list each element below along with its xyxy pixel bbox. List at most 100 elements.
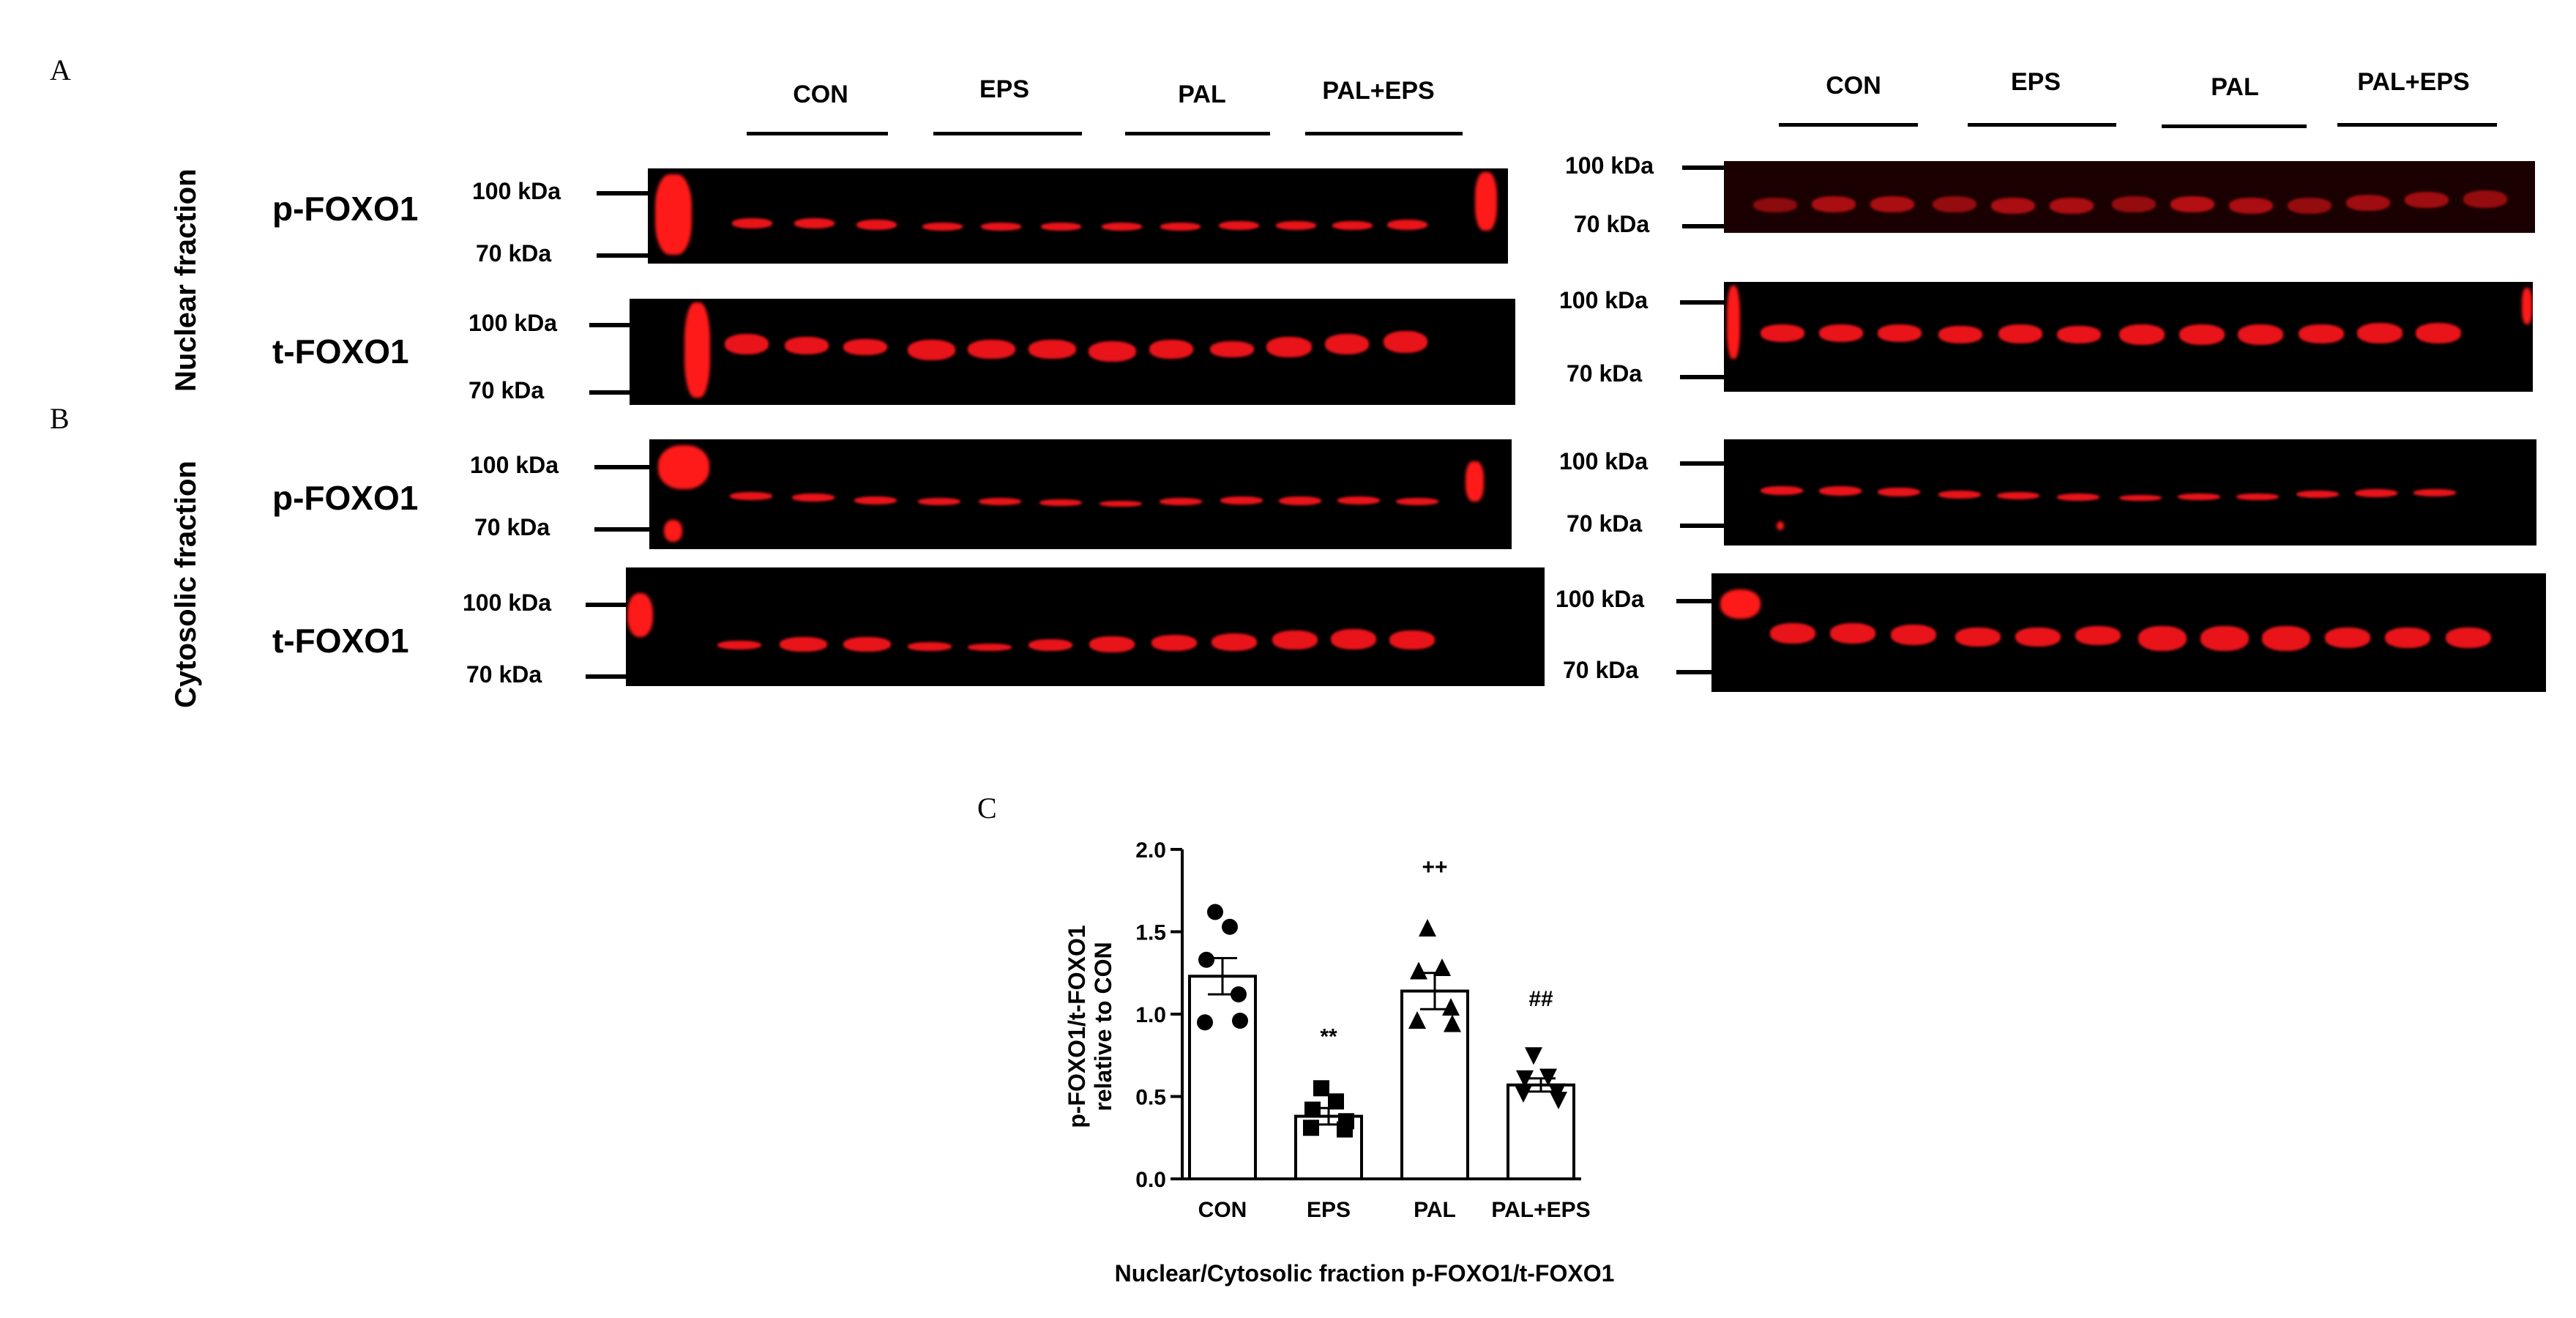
blot-band xyxy=(1955,628,2001,647)
blot-band xyxy=(2463,190,2507,208)
data-point-circle xyxy=(1207,904,1223,920)
blot-band xyxy=(2262,626,2310,651)
blot-band xyxy=(843,339,887,355)
significance-marker: ## xyxy=(1528,987,1553,1011)
blot-band xyxy=(1272,630,1318,649)
group-line-eps-right xyxy=(1968,123,2116,127)
marker-tick-70-right-r4 xyxy=(1676,670,1720,674)
ladder-band xyxy=(1475,172,1497,231)
blot-band xyxy=(1102,223,1142,231)
blot-band xyxy=(2446,628,2491,648)
nuclear-fraction-label: Nuclear fraction xyxy=(170,168,202,392)
blot-band xyxy=(1819,486,1862,496)
blot-band xyxy=(2170,196,2214,212)
marker-tick-70-left-r4 xyxy=(586,674,626,679)
blot-band xyxy=(1220,496,1263,505)
marker-tick-70-right-r1 xyxy=(1682,224,1726,228)
blot-band xyxy=(1279,496,1321,505)
blot-band xyxy=(1384,331,1427,353)
blot-band xyxy=(1819,324,1863,342)
blot-band xyxy=(2355,489,2397,497)
blot-band xyxy=(1028,340,1076,359)
x-tick-label: PAL+EPS xyxy=(1491,1198,1590,1222)
blot-band xyxy=(792,494,835,502)
significance-marker: ** xyxy=(1320,1025,1337,1049)
blot-band xyxy=(2178,494,2220,500)
blot-nuclear-p-foxo1-left xyxy=(648,168,1508,264)
blot-band xyxy=(2238,324,2283,345)
y-tick-label: 1.0 xyxy=(1135,1003,1166,1027)
blot-band xyxy=(794,218,835,228)
data-point-triangle-up xyxy=(1410,961,1427,980)
blot-cytosolic-t-foxo1-left xyxy=(626,567,1545,686)
group-line-con-left xyxy=(747,132,888,135)
blot-band xyxy=(1089,636,1135,652)
blot-band xyxy=(1761,486,1803,495)
blot-band xyxy=(2236,494,2279,500)
blot-band xyxy=(1878,488,1920,496)
marker-tick-100-right-r1 xyxy=(1682,165,1726,170)
blot-band xyxy=(1266,337,1312,357)
blot-band xyxy=(1878,324,1922,342)
blot-nuclear-t-foxo1-left xyxy=(630,299,1515,405)
blot-band xyxy=(2413,489,2456,496)
ladder-band xyxy=(1727,286,1740,359)
blot-band xyxy=(1337,496,1380,505)
blot-band xyxy=(2119,324,2165,345)
group-line-eps-left xyxy=(933,132,1082,135)
blot-band xyxy=(2357,323,2403,343)
blot-band xyxy=(2057,326,2101,343)
y-tick-label: 1.5 xyxy=(1135,921,1166,945)
blot-band xyxy=(1938,491,1981,499)
blot-band xyxy=(785,337,829,354)
y-tick-label: 2.0 xyxy=(1135,838,1166,863)
ladder-band xyxy=(1466,461,1484,502)
marker-tick-100-left-r4 xyxy=(586,603,626,607)
marker-100-left-r1: 100 kDa xyxy=(472,178,561,204)
data-point-square xyxy=(1313,1080,1329,1097)
group-label-pal-left: PAL xyxy=(1178,81,1226,108)
ladder-band xyxy=(1720,589,1761,619)
blot-band xyxy=(2138,626,2187,651)
panel-letter-c: C xyxy=(977,792,997,824)
group-label-con-right: CON xyxy=(1826,72,1881,100)
blot-band xyxy=(2299,324,2344,343)
y-axis-label-line2: relative to CON xyxy=(1090,942,1116,1111)
marker-70-right-r2: 70 kDa xyxy=(1567,360,1643,387)
blot-band xyxy=(1761,324,1804,342)
blot-band xyxy=(1331,629,1376,649)
cytosolic-fraction-label: Cytosolic fraction xyxy=(170,461,202,708)
blot-band xyxy=(2112,196,2156,212)
y-axis-label-line1: p-FOXO1/t-FOXO1 xyxy=(1064,925,1090,1128)
data-point-circle xyxy=(1222,918,1238,935)
blot-band xyxy=(730,492,772,500)
blot-band xyxy=(2385,628,2430,648)
ladder-band xyxy=(627,593,653,637)
marker-70-right-r4: 70 kDa xyxy=(1563,657,1639,683)
data-point-square xyxy=(1304,1101,1321,1118)
ladder-band xyxy=(1777,521,1784,530)
blot-band xyxy=(725,334,769,354)
group-label-eps-left: EPS xyxy=(979,75,1030,103)
marker-100-left-r2: 100 kDa xyxy=(468,310,557,336)
blot-nuclear-p-foxo1-right xyxy=(1724,161,2535,233)
blot-band xyxy=(908,642,952,651)
marker-100-left-r4: 100 kDa xyxy=(463,589,551,616)
data-point-triangle-up xyxy=(1442,998,1460,1016)
blot-band xyxy=(2416,323,2461,343)
ladder-band xyxy=(664,520,682,542)
data-point-circle xyxy=(1232,1013,1248,1029)
data-point-triangle-up xyxy=(1408,1011,1426,1029)
blot-band xyxy=(1160,498,1202,505)
ladder-band xyxy=(655,174,692,255)
significance-marker: ++ xyxy=(1422,855,1447,879)
row-label-p-foxo1-nuclear: p-FOXO1 xyxy=(272,190,419,228)
marker-tick-100-left-r2 xyxy=(589,323,633,327)
blot-band xyxy=(1396,498,1438,505)
blot-band xyxy=(968,340,1015,359)
blot-band xyxy=(918,498,960,505)
x-tick-label: EPS xyxy=(1307,1198,1351,1222)
data-point-square xyxy=(1303,1120,1319,1136)
marker-70-left-r4: 70 kDa xyxy=(466,661,542,688)
group-label-paleps-left: PAL+EPS xyxy=(1322,77,1435,105)
